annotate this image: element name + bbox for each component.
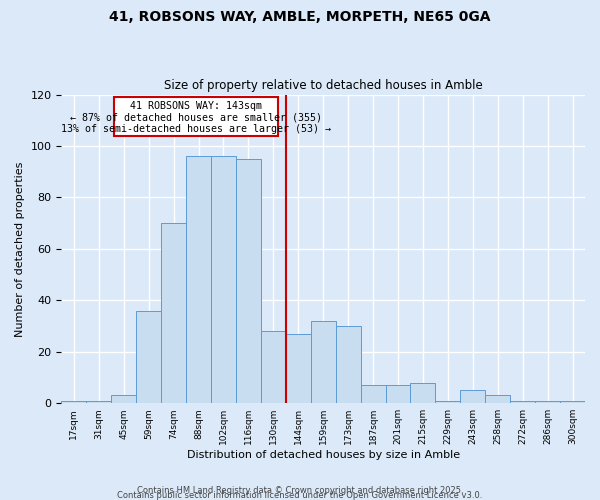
Bar: [186, 156, 211, 403]
Text: 13% of semi-detached houses are larger (53) →: 13% of semi-detached houses are larger (…: [61, 124, 331, 134]
Bar: [236, 159, 261, 403]
Y-axis label: Number of detached properties: Number of detached properties: [15, 161, 25, 336]
Text: 41 ROBSONS WAY: 143sqm: 41 ROBSONS WAY: 143sqm: [130, 101, 262, 111]
Bar: [361, 385, 386, 403]
X-axis label: Distribution of detached houses by size in Amble: Distribution of detached houses by size …: [187, 450, 460, 460]
Text: Contains public sector information licensed under the Open Government Licence v3: Contains public sector information licen…: [118, 491, 482, 500]
Bar: [436, 400, 460, 403]
FancyBboxPatch shape: [114, 97, 278, 136]
Bar: [111, 396, 136, 403]
Bar: [485, 396, 510, 403]
Bar: [286, 334, 311, 403]
Bar: [460, 390, 485, 403]
Bar: [410, 382, 436, 403]
Bar: [386, 385, 410, 403]
Bar: [560, 400, 585, 403]
Bar: [335, 326, 361, 403]
Bar: [61, 400, 86, 403]
Bar: [535, 400, 560, 403]
Title: Size of property relative to detached houses in Amble: Size of property relative to detached ho…: [164, 79, 482, 92]
Bar: [136, 310, 161, 403]
Bar: [86, 400, 111, 403]
Bar: [161, 223, 186, 403]
Bar: [311, 321, 335, 403]
Text: 41, ROBSONS WAY, AMBLE, MORPETH, NE65 0GA: 41, ROBSONS WAY, AMBLE, MORPETH, NE65 0G…: [109, 10, 491, 24]
Bar: [510, 400, 535, 403]
Text: Contains HM Land Registry data © Crown copyright and database right 2025.: Contains HM Land Registry data © Crown c…: [137, 486, 463, 495]
Bar: [261, 331, 286, 403]
Text: ← 87% of detached houses are smaller (355): ← 87% of detached houses are smaller (35…: [70, 112, 322, 122]
Bar: [211, 156, 236, 403]
